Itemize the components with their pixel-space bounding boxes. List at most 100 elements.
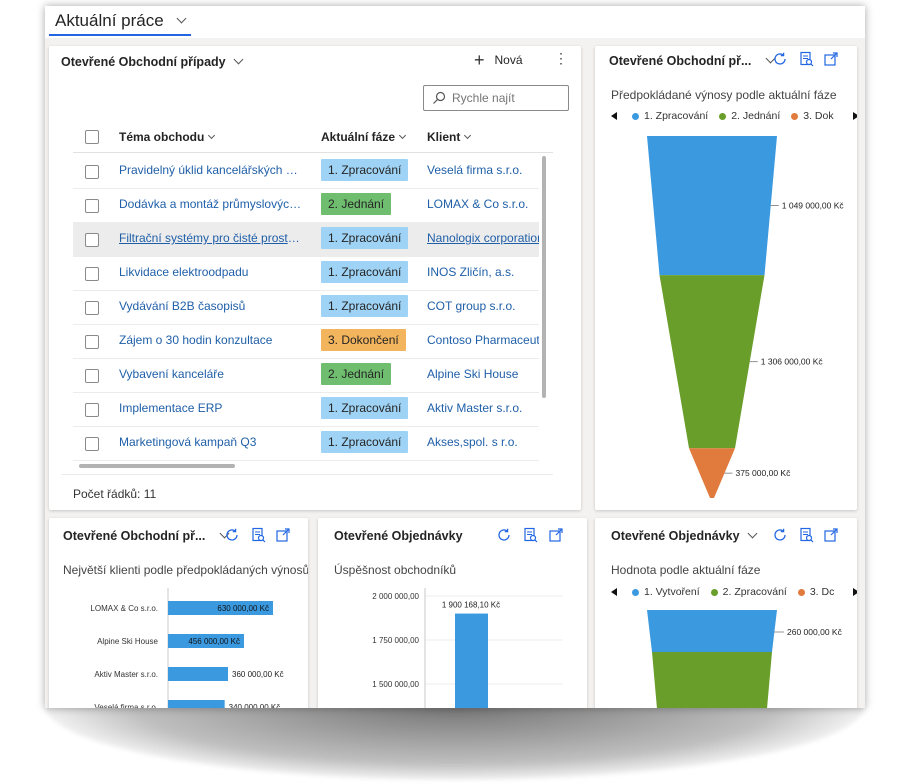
row-topic-link[interactable]: Vydávání B2B časopisů (119, 299, 246, 313)
row-topic-link[interactable]: Likvidace elektroodpadu (119, 265, 249, 279)
horizontal-scrollbar[interactable] (79, 464, 235, 468)
new-button[interactable]: + Nová (474, 50, 523, 70)
refresh-icon[interactable] (496, 527, 512, 543)
expand-icon[interactable] (548, 527, 564, 543)
funnel-segment[interactable] (652, 652, 772, 708)
plus-icon: + (474, 50, 485, 70)
view-records-icon[interactable] (798, 527, 814, 543)
page-curl-shadow (45, 705, 865, 780)
table-row[interactable]: Filtrační systémy pro čisté prostory 1. Z… (73, 222, 539, 257)
row-topic-link[interactable]: Pravidelný úklid kancelářských pro... (119, 163, 304, 177)
orders-value-subtitle: Hodnota podle aktuální fáze (611, 563, 761, 577)
legend-next-icon[interactable] (853, 588, 857, 596)
row-checkbox[interactable] (85, 403, 99, 417)
orders-value-legend: 1. Vytvoření 2. Zpracování 3. Dc (611, 586, 857, 598)
table-row[interactable]: Zájem o 30 hodin konzultace 3. Dokončení C… (73, 324, 539, 359)
row-client-link[interactable]: INOS Zličín, a.s. (427, 265, 515, 279)
header-client[interactable]: Klient (427, 130, 472, 144)
bar[interactable] (455, 613, 488, 708)
category-label: Alpine Ski House (97, 637, 158, 646)
row-checkbox[interactable] (85, 267, 99, 281)
orders-success-title[interactable]: Otevřené Objednávky (334, 529, 463, 543)
bar[interactable] (168, 700, 225, 708)
legend-next-icon[interactable] (852, 112, 857, 120)
table-row[interactable]: Pravidelný úklid kancelářských pro... 1. … (73, 154, 539, 189)
refresh-icon[interactable] (224, 527, 240, 543)
funnel-segment[interactable] (659, 275, 765, 449)
row-topic-link[interactable]: Vybavení kanceláře (119, 367, 224, 381)
table-row[interactable]: Vydávání B2B časopisů 1. Zpracování COT gr… (73, 290, 539, 325)
orders-value-title[interactable]: Otevřené Objednávky (611, 528, 758, 543)
header-client-label: Klient (427, 130, 461, 144)
legend-item[interactable]: 1. Vytvoření (644, 586, 700, 598)
chevron-down-icon (233, 54, 244, 65)
row-client-link[interactable]: Akses,spol. s r.o. (427, 435, 518, 449)
view-records-icon[interactable] (250, 527, 266, 543)
orders-value-chart: 260 000,00 Kč (647, 610, 843, 708)
row-client-link[interactable]: Veselá firma s.r.o. (427, 163, 523, 177)
row-topic-link[interactable]: Filtrační systémy pro čisté prostory (119, 231, 304, 245)
legend-item[interactable]: 2. Zpracování (722, 586, 787, 598)
legend-item[interactable]: 1. Zpracování (644, 110, 709, 122)
legend-dot (632, 588, 639, 596)
view-records-icon[interactable] (798, 51, 814, 67)
table-row[interactable]: Implementace ERP 1. Zpracování Aktiv Maste… (73, 392, 539, 427)
expand-icon[interactable] (823, 527, 839, 543)
row-client-link[interactable]: COT group s.r.o. (427, 299, 516, 313)
table-row[interactable]: Marketingová kampaň Q3 1. Zpracování Akses… (73, 426, 539, 461)
table-row[interactable]: Likvidace elektroodpadu 1. Zpracování INOS… (73, 256, 539, 291)
row-topic-link[interactable]: Zájem o 30 hodin konzultace (119, 333, 273, 347)
table-row[interactable]: Dodávka a montáž průmyslových ... 2. Jedn… (73, 188, 539, 223)
funnel1-title[interactable]: Otevřené Obchodní př... (609, 53, 776, 68)
vertical-scrollbar[interactable] (542, 156, 546, 398)
header-phase[interactable]: Aktuální fáze (321, 130, 407, 144)
funnel-segment[interactable] (647, 610, 777, 652)
header-topic[interactable]: Téma obchodu (119, 130, 216, 144)
row-client-link[interactable]: LOMAX & Co s.r.o. (427, 197, 529, 211)
legend-item[interactable]: 3. Dok (803, 110, 834, 122)
quick-find-box[interactable] (423, 85, 569, 111)
row-topic-link[interactable]: Marketingová kampaň Q3 (119, 435, 257, 449)
row-checkbox[interactable] (85, 165, 99, 179)
funnel-segment[interactable] (647, 136, 777, 276)
dashboard-title: Aktuální práce (55, 11, 164, 30)
funnel-segment[interactable] (689, 448, 735, 498)
expand-icon[interactable] (275, 527, 291, 543)
row-checkbox[interactable] (85, 233, 99, 247)
row-client-link[interactable]: Aktiv Master s.r.o. (427, 401, 523, 415)
view-records-icon[interactable] (522, 527, 538, 543)
table-row[interactable]: Vybavení kanceláře 2. Jednání Alpine Ski H… (73, 358, 539, 393)
row-checkbox[interactable] (85, 437, 99, 451)
bar[interactable] (168, 601, 273, 615)
refresh-icon[interactable] (772, 527, 788, 543)
row-checkbox[interactable] (85, 199, 99, 213)
row-checkbox[interactable] (85, 335, 99, 349)
clients-title[interactable]: Otevřené Obchodní př... (63, 528, 230, 543)
quick-find-input[interactable] (450, 88, 564, 108)
legend-item[interactable]: 2. Jednání (731, 110, 781, 122)
cases-title[interactable]: Otevřené Obchodní případy (61, 54, 244, 69)
legend-prev-icon[interactable] (611, 588, 617, 596)
refresh-icon[interactable] (772, 51, 788, 67)
more-options-icon[interactable]: ⋮ (554, 50, 568, 66)
bar[interactable] (168, 634, 244, 648)
row-topic-link[interactable]: Implementace ERP (119, 401, 223, 415)
row-client-link[interactable]: Contoso Pharmaceutic (427, 333, 539, 347)
legend-dot (632, 112, 639, 120)
expand-icon[interactable] (823, 51, 839, 67)
row-client-link[interactable]: Nanologix corporation (427, 231, 539, 245)
legend-dot (710, 588, 718, 596)
row-checkbox[interactable] (85, 369, 99, 383)
legend-prev-icon[interactable] (611, 112, 617, 120)
row-client-link[interactable]: Alpine Ski House (427, 367, 519, 381)
row-checkbox[interactable] (85, 301, 99, 315)
cases-grid-card: Otevřené Obchodní případy + Nová ⋮ Téma … (49, 46, 581, 510)
row-topic-link[interactable]: Dodávka a montáž průmyslových ... (119, 197, 304, 211)
legend-item[interactable]: 3. Dc (809, 586, 835, 598)
header-phase-label: Aktuální fáze (321, 130, 396, 144)
select-all-checkbox[interactable] (85, 130, 99, 144)
search-icon (433, 91, 446, 104)
dashboard-selector[interactable]: Aktuální práce (49, 8, 191, 36)
bar[interactable] (168, 667, 228, 681)
legend-dot (719, 112, 727, 120)
